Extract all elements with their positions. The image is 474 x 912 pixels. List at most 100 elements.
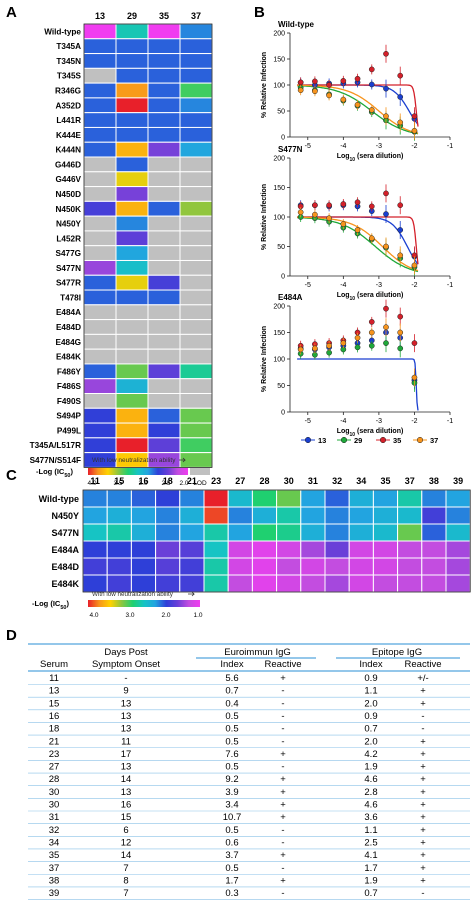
row-label: S477N [56, 264, 81, 273]
heatmap-cell [147, 38, 181, 55]
table-cell: + [420, 800, 426, 811]
panel-d: D Days Post Euroimmun IgG Epitope IgG Serum S… [6, 627, 470, 900]
column-label: 13 [95, 11, 105, 21]
data-point [383, 243, 389, 250]
heatmap-cell [83, 245, 117, 261]
heatmap-cell [179, 215, 213, 232]
heatmap-cell [115, 274, 149, 291]
table-cell: - [421, 724, 424, 735]
x-tick-label: -3 [376, 418, 382, 425]
heatmap-cell [179, 112, 213, 128]
x-axis-label: Log10 (sera dilution) [337, 292, 404, 302]
legend-lod-swatch [190, 468, 210, 475]
heatmap-cell [115, 112, 149, 128]
data-point [354, 227, 361, 233]
data-point [368, 66, 375, 73]
data-point [297, 209, 304, 216]
column-label: 35 [380, 476, 390, 486]
row-label: K444N [56, 146, 82, 155]
heatmap-cell [147, 82, 181, 99]
data-point [354, 199, 361, 206]
heatmap-cell [147, 289, 181, 306]
data-point [383, 113, 389, 120]
panel-letter-d: D [6, 627, 17, 644]
heatmap-cell [147, 53, 181, 69]
heatmap-cell [179, 141, 213, 158]
heatmap-cell [300, 506, 326, 525]
table-cell: 9 [123, 686, 128, 697]
heatmap-cell [179, 523, 205, 542]
y-tick-label: 200 [273, 304, 285, 311]
table-cell: - [421, 711, 424, 722]
table-cell: 13 [49, 686, 60, 697]
data-point [312, 202, 318, 209]
table-cell: + [420, 863, 426, 874]
heatmap-cell [115, 393, 149, 409]
heatmap-cell [179, 38, 213, 55]
heatmap-cell [130, 489, 157, 508]
column-label: 23 [211, 476, 221, 486]
table-cell: 0.7 [364, 724, 377, 735]
data-point [368, 107, 375, 113]
heatmap-cell [83, 112, 117, 128]
heatmap-cell [179, 274, 213, 291]
data-point [397, 227, 404, 233]
table-cell: 4.6 [364, 800, 377, 811]
legend-tick: 2.0 [179, 480, 188, 487]
heatmap-cell [147, 23, 181, 40]
heatmap-cell [106, 489, 132, 508]
subplot: E484A 0 50 100 150 200 -5 -4 -3 -2 -1 % Relative In… [261, 293, 453, 438]
table-cell: 32 [49, 825, 60, 836]
table-cell: 35 [49, 850, 60, 861]
x-axis-label-sub: 10 [350, 296, 356, 302]
column-label: 21 [187, 476, 197, 486]
heatmap-cell [300, 574, 326, 593]
heatmap-cell [203, 540, 229, 559]
table-cell: 4.2 [364, 749, 377, 760]
heatmap-cell [115, 363, 149, 380]
heatmap-cell [251, 540, 278, 559]
row-label: S477N [51, 528, 79, 538]
heatmap-cell [147, 319, 181, 335]
heatmap-cell [83, 67, 117, 84]
heatmap-cell [179, 540, 205, 559]
table-cell: + [280, 875, 286, 886]
panel-letter-b: B [254, 4, 265, 21]
heatmap-cell [115, 422, 149, 439]
heatmap-cell [83, 186, 117, 202]
heatmap-cell [83, 141, 117, 158]
heatmap-cell [83, 126, 117, 143]
heatmap-cell [147, 171, 181, 188]
heatmap-cell [397, 574, 423, 593]
x-tick-label: -3 [376, 282, 382, 289]
heatmap-cell [251, 574, 278, 593]
heatmap-cell [115, 304, 149, 321]
legend-tick: 3.0 [125, 612, 134, 619]
heatmap-cell [130, 540, 157, 559]
legend-colorbar [88, 600, 200, 607]
data-point [368, 342, 375, 349]
table-cell: - [281, 837, 284, 848]
table-cell: - [281, 686, 284, 697]
x-tick-label: -2 [411, 282, 417, 289]
table-cell: - [421, 888, 424, 899]
table-cell: 4.1 [364, 850, 377, 861]
heatmap-cell [179, 407, 213, 424]
column-header: Index [220, 659, 243, 670]
heatmap-cell [83, 230, 117, 247]
row-label: E484K [56, 353, 81, 362]
legend-title-end: ) [66, 599, 69, 608]
heatmap-cell [130, 506, 157, 525]
table-cell: - [281, 736, 284, 747]
data-point [297, 87, 304, 94]
data-point [312, 345, 318, 352]
legend-label: 37 [430, 436, 438, 445]
data-point [397, 313, 404, 320]
legend-tick: 3.5 [113, 480, 122, 487]
data-point [397, 252, 404, 259]
panel-letter-c: C [6, 467, 17, 484]
heatmap-cell [445, 540, 471, 559]
table-cell: 8 [123, 875, 128, 886]
legend-tick: 1.0 [193, 612, 202, 619]
heatmap-cell [372, 557, 399, 576]
